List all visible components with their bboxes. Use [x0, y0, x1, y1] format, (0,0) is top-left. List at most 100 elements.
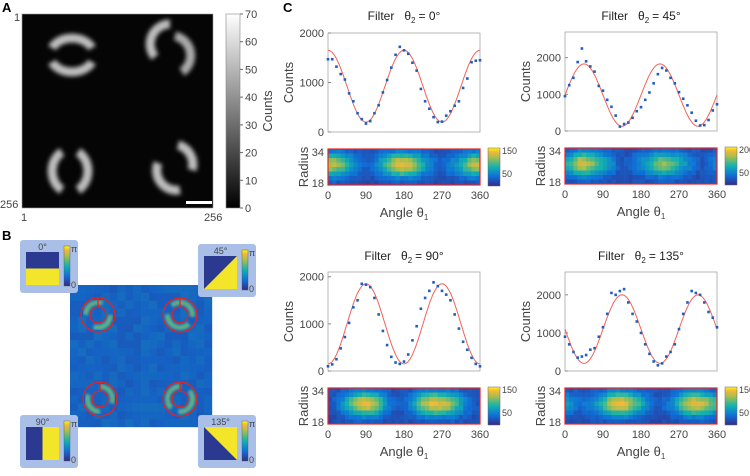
heatmap-cell	[408, 410, 413, 416]
heatmap-cell	[704, 179, 709, 185]
heatmap-cell	[581, 179, 587, 185]
phase-image-pixel	[133, 419, 142, 428]
data-point	[457, 100, 461, 103]
heatmap-cell	[586, 161, 591, 167]
heatmap-cell	[657, 148, 663, 153]
heatmap-cell	[471, 397, 477, 402]
heatmap-cell	[399, 410, 405, 416]
data-point	[373, 111, 376, 115]
heatmap-cell	[577, 397, 583, 402]
phase-mask-high	[26, 268, 59, 285]
heatmap-cell	[645, 415, 650, 420]
heatmap-cell	[357, 180, 363, 186]
heatmap-cell	[336, 167, 341, 172]
heatmap-cell	[454, 153, 460, 159]
heatmap-cell	[353, 167, 358, 172]
data-point	[593, 346, 596, 350]
heatmap-cell	[366, 419, 371, 425]
heatmap-frame	[564, 387, 718, 425]
heatmap-cell	[378, 180, 384, 186]
heatmap-cell	[391, 176, 396, 181]
phase-image-pixel	[70, 371, 79, 380]
heatmap-cell	[378, 153, 384, 159]
heatmap-cell	[619, 397, 625, 402]
heatmap-cell	[586, 401, 591, 407]
heatmap-cell	[586, 175, 591, 180]
title-prefix: Filter	[601, 9, 628, 23]
data-point	[461, 340, 465, 344]
heatmap-cell	[450, 153, 455, 159]
phase-image-pixel	[156, 285, 165, 294]
heatmap-cell	[581, 415, 587, 420]
phase-image-pixel	[204, 300, 213, 309]
heatmap-cell	[382, 176, 388, 181]
phase-image-pixel	[77, 379, 87, 388]
heatmap-cell	[666, 179, 671, 185]
heatmap-cell	[328, 410, 333, 416]
y-tick-label: 1000	[300, 78, 324, 90]
data-point	[373, 296, 376, 300]
heatmap-cell	[683, 401, 688, 407]
heatmap-cell	[446, 397, 451, 402]
phase-colorbar	[63, 245, 71, 287]
heatmap-cell	[404, 401, 409, 407]
data-point	[597, 84, 601, 88]
heatmap-cell	[666, 397, 671, 402]
data-point	[677, 327, 681, 331]
heatmap-cell	[454, 171, 460, 177]
heatmap-cell	[366, 176, 371, 181]
heatmap-cell	[340, 410, 346, 416]
phase-image-pixel	[141, 292, 150, 302]
data-point	[402, 49, 406, 52]
heatmap-cell	[429, 401, 434, 407]
title-value: = 0°	[418, 9, 440, 23]
heatmap-cell	[645, 179, 650, 185]
heatmap-cell	[361, 167, 367, 172]
heatmap-cell	[425, 158, 430, 163]
heatmap-cell	[328, 388, 333, 393]
heatmap-cell	[420, 153, 426, 159]
phase-image-pixel	[77, 332, 87, 341]
phase-image-pixel	[156, 403, 165, 412]
phase-image-pixel	[141, 324, 150, 333]
heatmap-cell	[399, 162, 405, 168]
data-point	[394, 53, 397, 57]
heatmap-cell	[619, 410, 625, 416]
phase-image-pixel	[148, 316, 158, 325]
phase-image-pixel	[85, 363, 94, 373]
heatmap-cell	[353, 388, 358, 393]
heatmap-cell	[598, 415, 604, 420]
heatmap-cell	[366, 415, 371, 420]
phase-image-pixel	[77, 348, 87, 357]
heatmap-cell	[404, 167, 409, 172]
heatmap-cell	[662, 170, 667, 176]
phase-image-pixel	[133, 379, 142, 388]
heatmap-cell	[404, 180, 409, 186]
heatmap-cell	[704, 161, 709, 167]
phase-image-pixel	[164, 292, 173, 302]
heatmap-cell	[704, 166, 709, 171]
heatmap-cell	[679, 419, 684, 425]
heatmap-cell	[649, 406, 654, 411]
heatmap-cell	[712, 157, 718, 162]
heatmap-cell	[399, 406, 405, 411]
phase-colorbar	[241, 249, 249, 291]
heatmap-cell	[700, 392, 705, 398]
data-point	[411, 61, 414, 64]
heatmap-cell	[475, 162, 481, 168]
heatmap-cell	[467, 162, 472, 168]
phase-image-pixel	[109, 324, 118, 333]
heatmap-cell	[695, 406, 701, 411]
heatmap-cell	[454, 149, 460, 154]
phase-image-pixel	[101, 348, 110, 357]
phase-image-pixel	[188, 371, 197, 380]
heatmap-cell	[590, 410, 595, 416]
phase-image-pixel	[172, 292, 181, 302]
ring-patterns	[47, 19, 198, 195]
phase-image-pixel	[148, 285, 158, 294]
heatmap-cell	[662, 410, 667, 416]
heatmap-cell	[344, 410, 350, 416]
heatmap-cell	[645, 419, 650, 425]
x-tick-label: 270	[433, 190, 451, 202]
data-point	[580, 47, 584, 50]
